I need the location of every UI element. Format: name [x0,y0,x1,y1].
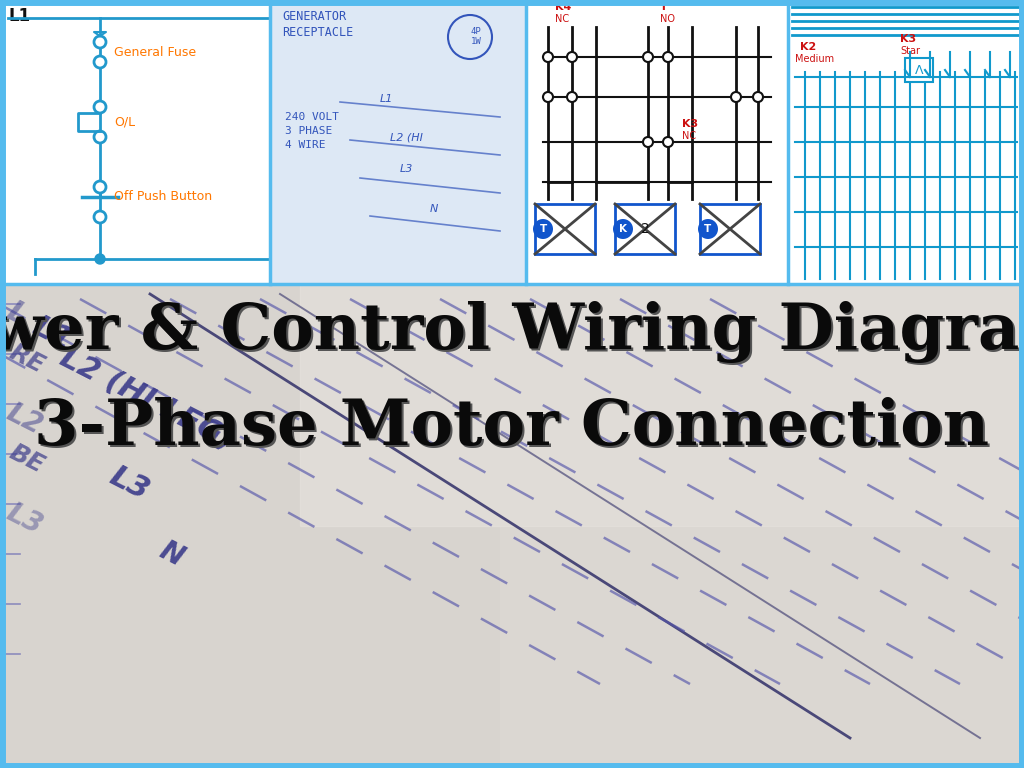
Text: 3-Phase Motor Connection: 3-Phase Motor Connection [35,398,989,458]
Text: Power & Control Wiring Diagrams: Power & Control Wiring Diagrams [0,301,1024,363]
Circle shape [543,52,553,62]
Circle shape [543,92,553,102]
Text: 4P
1W: 4P 1W [471,27,481,46]
Text: Power & Control Wiring Diagrams: Power & Control Wiring Diagrams [0,303,1024,365]
Circle shape [698,219,718,239]
Text: L1: L1 [8,7,30,25]
Text: 2: 2 [641,222,649,236]
Bar [500,284,1024,768]
Text: NC: NC [555,14,569,24]
Text: K2: K2 [800,42,816,52]
Circle shape [663,52,673,62]
Circle shape [94,211,106,223]
Circle shape [753,92,763,102]
Text: L2: L2 [2,398,47,440]
Text: Off Push Button: Off Push Button [114,190,212,204]
Bar [535,204,595,254]
Text: L3: L3 [105,462,155,506]
Bar [270,0,526,284]
Circle shape [613,219,633,239]
Text: RE: RE [5,340,48,378]
Text: L1: L1 [28,312,78,356]
Text: K3: K3 [900,34,916,44]
Text: 4 WIRE: 4 WIRE [285,140,326,150]
Circle shape [643,137,653,147]
Text: L3: L3 [2,498,47,540]
Text: K4: K4 [555,2,571,12]
Text: BE: BE [5,440,48,478]
Text: L: L [2,296,33,331]
Text: NO: NO [660,14,675,24]
Circle shape [95,254,105,264]
Circle shape [94,56,106,68]
Text: L2 (HI LEG): L2 (HI LEG) [55,343,240,455]
Circle shape [567,92,577,102]
Text: T: T [540,224,547,234]
Bar [700,204,760,254]
Text: NC: NC [682,131,696,141]
Bar [615,204,675,254]
Circle shape [94,101,106,113]
Circle shape [94,181,106,193]
Circle shape [663,137,673,147]
Text: L1: L1 [380,94,393,104]
Circle shape [94,131,106,143]
Circle shape [643,52,653,62]
Text: T: T [660,2,668,12]
Bar [788,0,1024,284]
Bar [2,284,1022,766]
Text: N: N [430,204,438,214]
Text: K3: K3 [682,119,698,129]
Text: L3: L3 [400,164,414,174]
Text: General Fuse: General Fuse [114,45,197,58]
Bar [526,0,788,284]
Text: 240 VOLT: 240 VOLT [285,112,339,122]
Text: N: N [155,536,188,571]
Text: L2 (HI: L2 (HI [390,132,423,142]
Text: O/L: O/L [114,115,135,128]
Bar [300,284,1024,526]
Circle shape [567,52,577,62]
Circle shape [731,92,741,102]
Text: 3-Phase Motor Connection: 3-Phase Motor Connection [37,399,991,461]
Text: K: K [618,224,627,234]
Circle shape [534,219,553,239]
Bar [0,0,270,284]
Text: T: T [705,224,712,234]
Text: Medium: Medium [795,54,835,64]
Circle shape [449,15,492,59]
Text: Star: Star [900,46,920,56]
Text: Λ: Λ [914,64,924,77]
Circle shape [94,36,106,48]
Text: GENERATOR
RECEPTACLE: GENERATOR RECEPTACLE [282,10,353,39]
Bar [905,58,933,82]
Text: 3 PHASE: 3 PHASE [285,126,332,136]
